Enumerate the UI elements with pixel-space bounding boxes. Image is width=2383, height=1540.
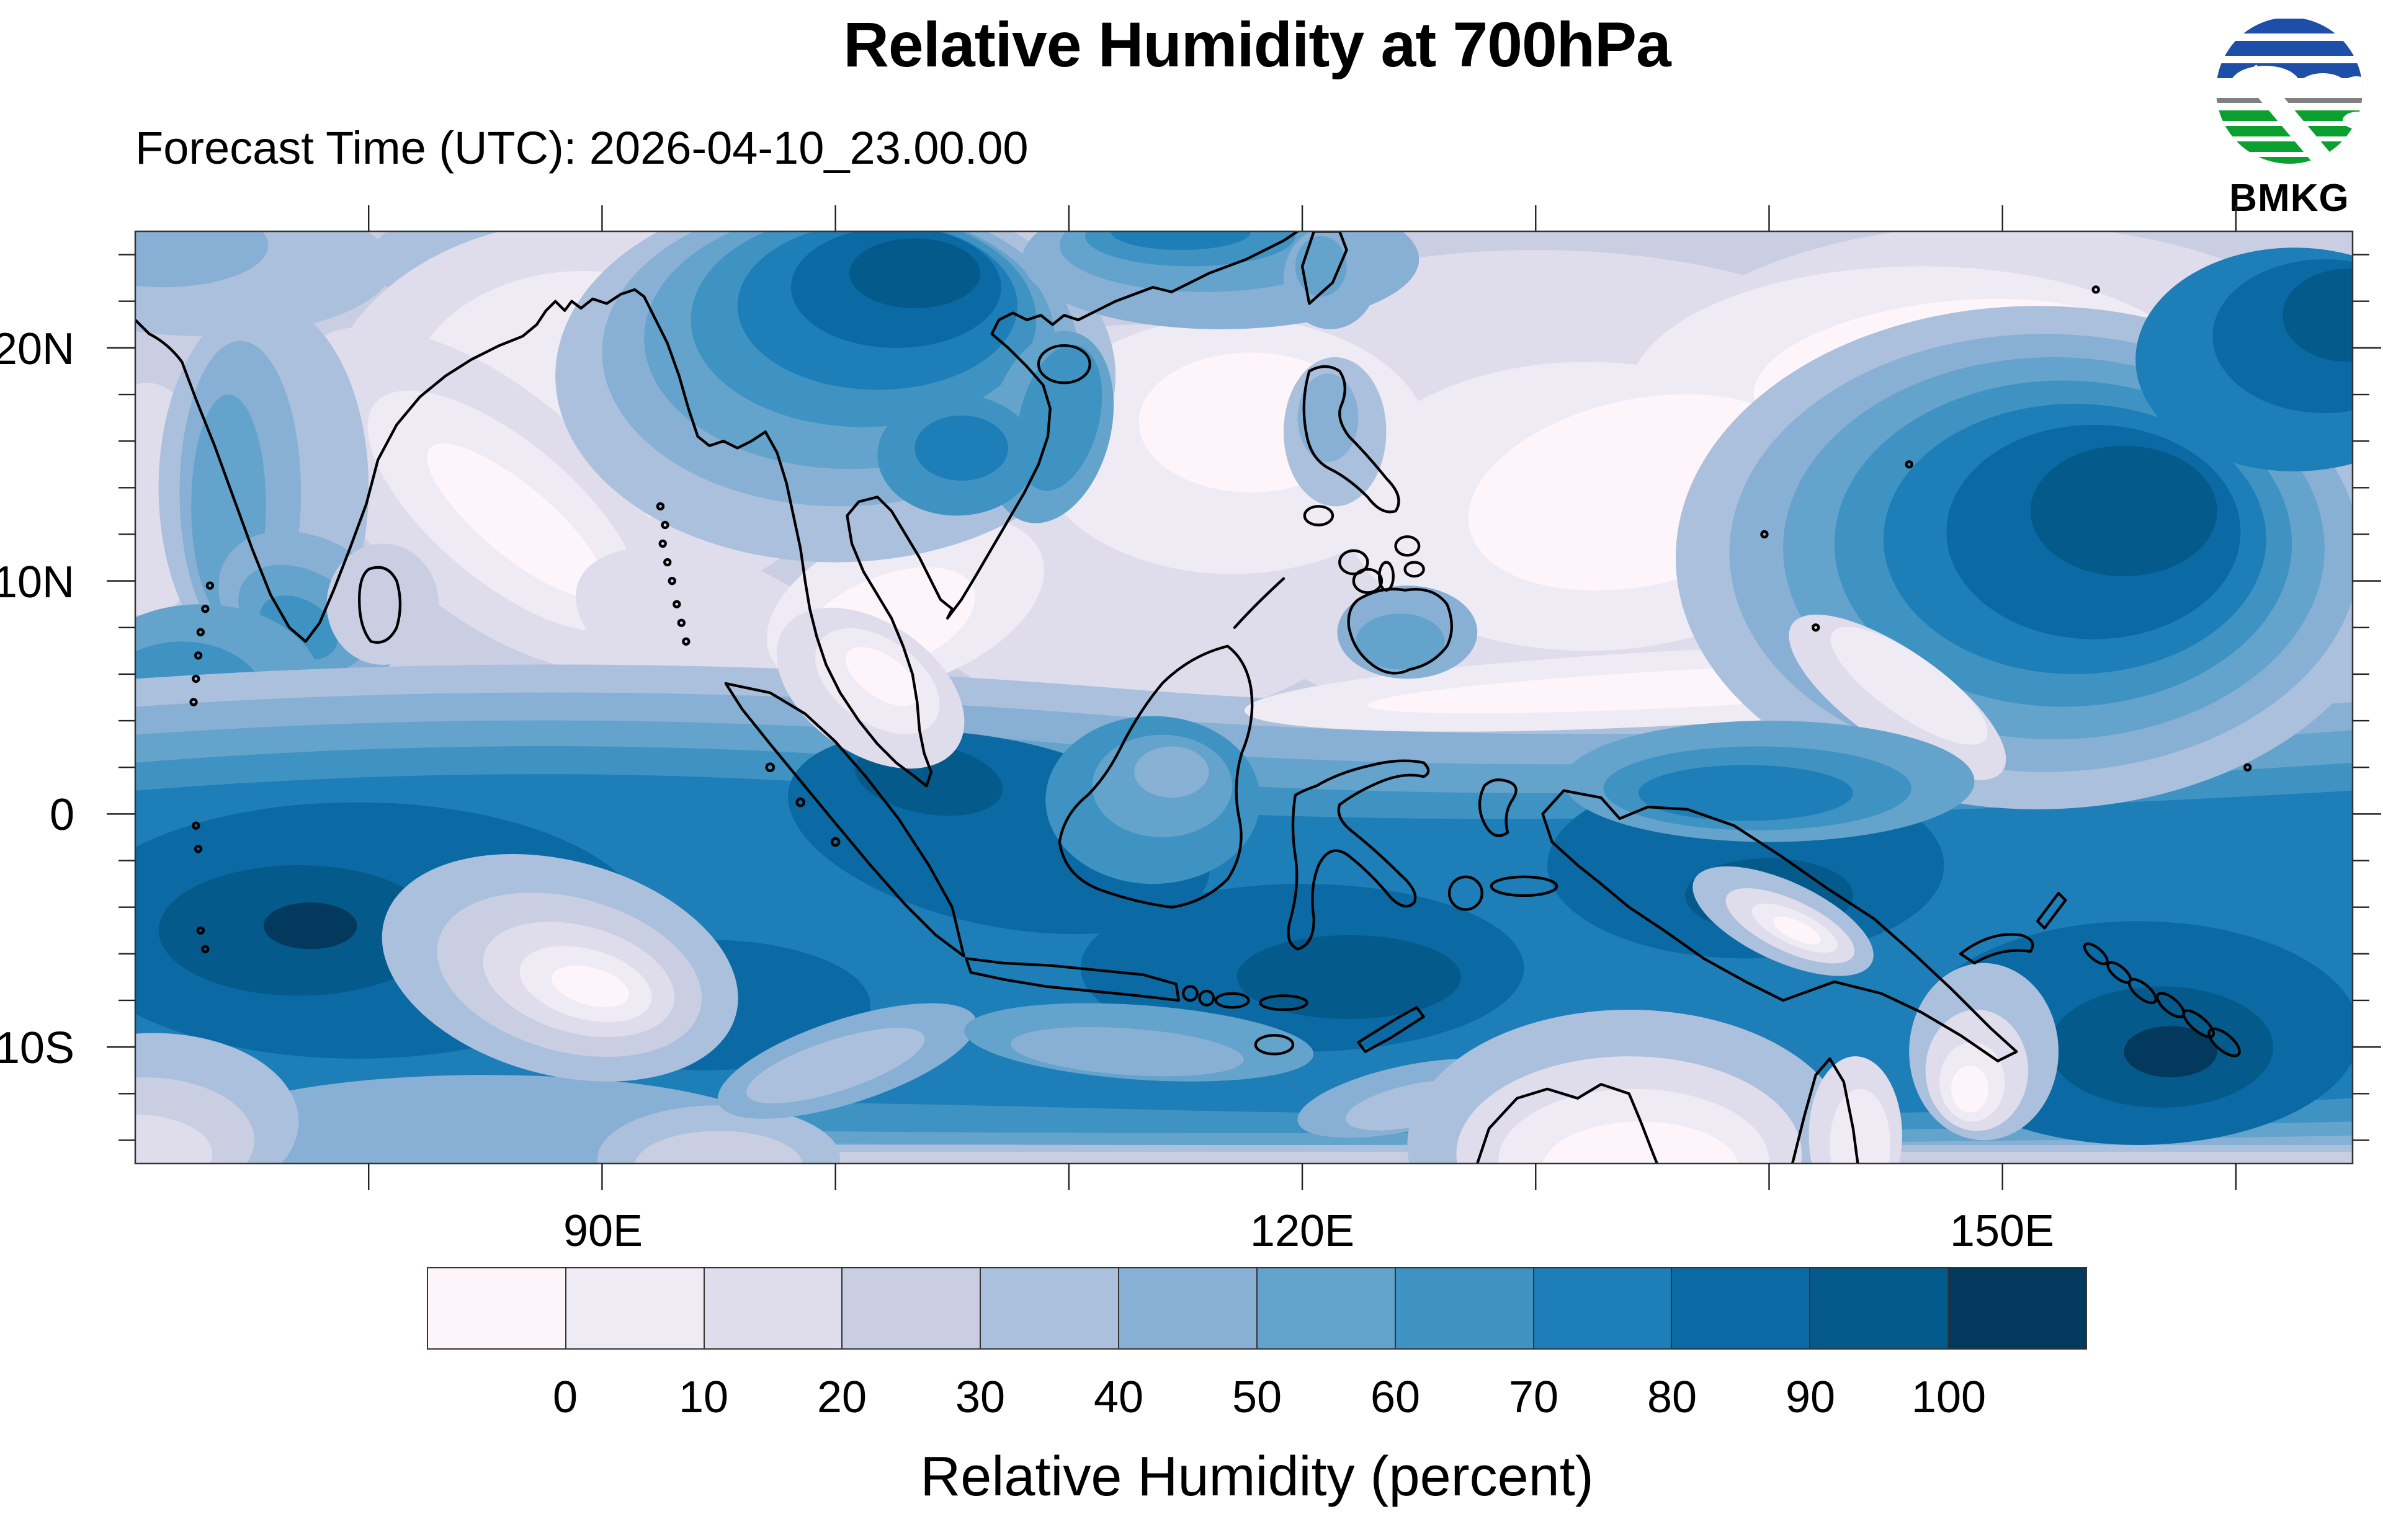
colorbar-tick-60: 60 <box>1370 1373 1421 1422</box>
colorbar-cell <box>1119 1268 1258 1348</box>
colorbar-cell <box>1810 1268 1949 1348</box>
colorbar-tick-10: 10 <box>678 1373 729 1422</box>
forecast-time-label: Forecast Time (UTC): 2026-04-10_23.00.00 <box>135 122 1029 174</box>
lon-label-120e: 120E <box>1250 1206 1355 1256</box>
colorbar-cell <box>1395 1268 1534 1348</box>
bmkg-logo-text: BMKG <box>2229 177 2349 220</box>
colorbar-tick-20: 20 <box>816 1373 867 1422</box>
humidity-contour-field <box>135 231 2353 1164</box>
lat-label-10s: 10S <box>0 1023 74 1073</box>
colorbar-cell <box>566 1268 705 1348</box>
colorbar-cell <box>428 1268 566 1348</box>
axis-ticks <box>107 205 2381 1190</box>
bmkg-logo: BMKG <box>2206 7 2372 221</box>
lon-label-90e: 90E <box>563 1206 643 1256</box>
colorbar-tick-80: 80 <box>1647 1373 1697 1422</box>
lat-label-0: 0 <box>49 790 74 840</box>
colorbar-cell <box>1257 1268 1396 1348</box>
colorbar-tick-30: 30 <box>955 1373 1006 1422</box>
colorbar-cell <box>981 1268 1120 1348</box>
colorbar-tick-40: 40 <box>1093 1373 1144 1422</box>
colorbar-cell <box>1949 1268 2086 1348</box>
colorbar-tick-0: 0 <box>552 1373 578 1422</box>
colorbar-cell <box>704 1268 843 1348</box>
colorbar-tick-70: 70 <box>1508 1373 1559 1422</box>
map-plot <box>107 205 2381 1190</box>
lat-label-10n: 10N <box>0 558 74 607</box>
map-border <box>134 230 2354 1165</box>
colorbar-label: Relative Humidity (percent) <box>920 1446 1594 1508</box>
coastlines <box>135 231 2252 1164</box>
colorbar-cell <box>843 1268 981 1348</box>
colorbar-cell <box>1672 1268 1811 1348</box>
page-title: Relative Humidity at 700hPa <box>843 9 1671 80</box>
bmkg-logo-icon <box>2216 17 2363 164</box>
colorbar <box>427 1267 2087 1350</box>
colorbar-tick-90: 90 <box>1785 1373 1836 1422</box>
lon-label-150e: 150E <box>1949 1206 2055 1256</box>
colorbar-tick-50: 50 <box>1232 1373 1282 1422</box>
colorbar-cell <box>1534 1268 1673 1348</box>
colorbar-tick-100: 100 <box>1911 1373 1987 1422</box>
small-island-dots <box>189 285 2252 953</box>
lat-label-20n: 20N <box>0 324 74 374</box>
